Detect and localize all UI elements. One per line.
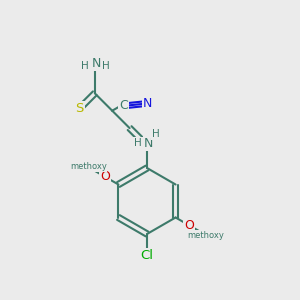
Text: C: C <box>119 99 128 112</box>
Text: methoxy: methoxy <box>187 231 224 240</box>
Text: O: O <box>184 219 194 232</box>
Text: H: H <box>81 61 89 71</box>
Text: N: N <box>143 98 152 110</box>
Text: methoxy: methoxy <box>70 162 107 171</box>
Text: Cl: Cl <box>140 249 154 262</box>
Text: N: N <box>144 136 153 150</box>
Text: S: S <box>75 102 84 115</box>
Text: H: H <box>102 61 110 71</box>
Text: N: N <box>91 57 101 70</box>
Text: O: O <box>100 170 110 183</box>
Text: H: H <box>152 129 159 139</box>
Text: H: H <box>134 138 142 148</box>
